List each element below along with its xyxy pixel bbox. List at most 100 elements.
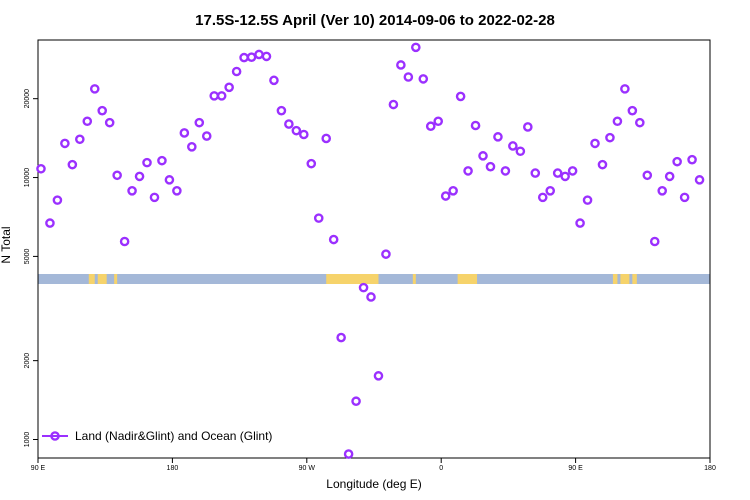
land-segment <box>612 274 618 284</box>
data-point <box>134 171 145 182</box>
x-tick-label: 180 <box>704 465 716 472</box>
data-point <box>679 192 690 203</box>
data-point <box>694 175 705 185</box>
data-point <box>664 171 675 182</box>
data-point <box>82 116 93 127</box>
data-point <box>157 155 167 166</box>
data-point <box>343 449 354 459</box>
data-point <box>470 120 481 131</box>
data-point <box>672 156 682 167</box>
data-point <box>142 157 152 168</box>
plot-frame <box>37 39 711 459</box>
data-point <box>433 116 444 127</box>
data-point <box>575 218 585 228</box>
data-point <box>358 282 369 293</box>
data-point <box>515 146 526 157</box>
land-ocean-mask <box>38 274 710 284</box>
data-point <box>403 72 414 82</box>
land-segment <box>620 274 630 284</box>
y-tick-label: 1000 <box>24 432 31 448</box>
data-point <box>194 117 205 128</box>
data-point <box>649 236 660 247</box>
data-point <box>97 105 108 116</box>
data-point <box>597 159 608 170</box>
data-point <box>537 192 548 203</box>
data-point <box>179 128 190 138</box>
data-point <box>620 84 630 94</box>
data-point <box>36 163 46 174</box>
land-segment <box>632 274 637 284</box>
x-axis-label: Longitude (deg E) <box>326 477 421 491</box>
y-tick-label: 5000 <box>24 249 31 265</box>
data-point <box>455 91 466 102</box>
x-axis: 90 E 180 90 W 0 90 E 180 <box>31 458 716 472</box>
land-segment <box>97 274 107 284</box>
legend-marker <box>50 431 60 441</box>
land-segment <box>114 274 118 284</box>
data-point <box>381 249 391 259</box>
data-point <box>306 158 317 169</box>
data-point <box>209 91 220 101</box>
y-tick-label: 2000 <box>24 353 31 369</box>
data-point <box>485 161 496 172</box>
data-point <box>418 74 429 84</box>
data-point <box>172 186 182 196</box>
data-point <box>261 51 272 62</box>
x-tick-label: 90 E <box>31 465 46 472</box>
data-point <box>567 166 578 176</box>
data-point <box>45 218 55 228</box>
data-point <box>75 134 85 145</box>
y-axis-label: N Total <box>0 226 13 263</box>
data-point <box>523 122 533 132</box>
data-point <box>627 105 638 116</box>
x-tick-label: 90 E <box>568 465 583 472</box>
data-point <box>590 138 600 149</box>
data-point <box>60 138 70 149</box>
data-point <box>328 234 339 245</box>
data-point <box>582 195 593 205</box>
data-point <box>440 191 451 201</box>
data-point <box>112 170 122 181</box>
data-point <box>687 154 697 165</box>
data-point <box>164 175 175 185</box>
data-point <box>149 192 160 203</box>
data-point <box>545 186 556 196</box>
data-point <box>299 129 309 140</box>
data-point <box>276 105 287 116</box>
data-point <box>388 99 399 110</box>
data-point <box>224 82 234 93</box>
data-point <box>291 125 302 136</box>
data-point <box>89 84 100 94</box>
x-tick-label: 180 <box>167 465 179 472</box>
land-segment <box>412 274 416 284</box>
data-point <box>246 52 257 62</box>
data-point <box>269 75 279 86</box>
land-segment <box>457 274 478 284</box>
data-point <box>508 141 518 151</box>
data-point <box>127 186 137 196</box>
data-point <box>231 66 242 77</box>
data-point <box>67 159 78 170</box>
chart-title: 17.5S-12.5S April (Ver 10) 2014-09-06 to… <box>195 12 555 29</box>
data-point <box>396 60 406 70</box>
data-point <box>284 119 294 129</box>
data-point <box>104 117 115 128</box>
data-point <box>351 396 361 407</box>
land-segment <box>88 274 95 284</box>
data-point <box>560 171 570 182</box>
data-point <box>313 213 324 223</box>
data-point <box>612 116 623 127</box>
y-tick-label: 10000 <box>24 168 31 188</box>
data-point <box>201 131 212 141</box>
data-point <box>642 170 653 181</box>
data-point <box>425 121 436 132</box>
legend: Land (Nadir&Glint) and Ocean (Glint) <box>42 429 272 443</box>
data-point <box>635 117 645 128</box>
data-point <box>216 91 227 101</box>
y-axis: 1000 2000 5000 10000 20000 <box>24 89 38 447</box>
data-point <box>254 49 264 60</box>
data-point <box>530 168 541 178</box>
data-point <box>366 292 376 302</box>
data-point <box>336 332 346 343</box>
